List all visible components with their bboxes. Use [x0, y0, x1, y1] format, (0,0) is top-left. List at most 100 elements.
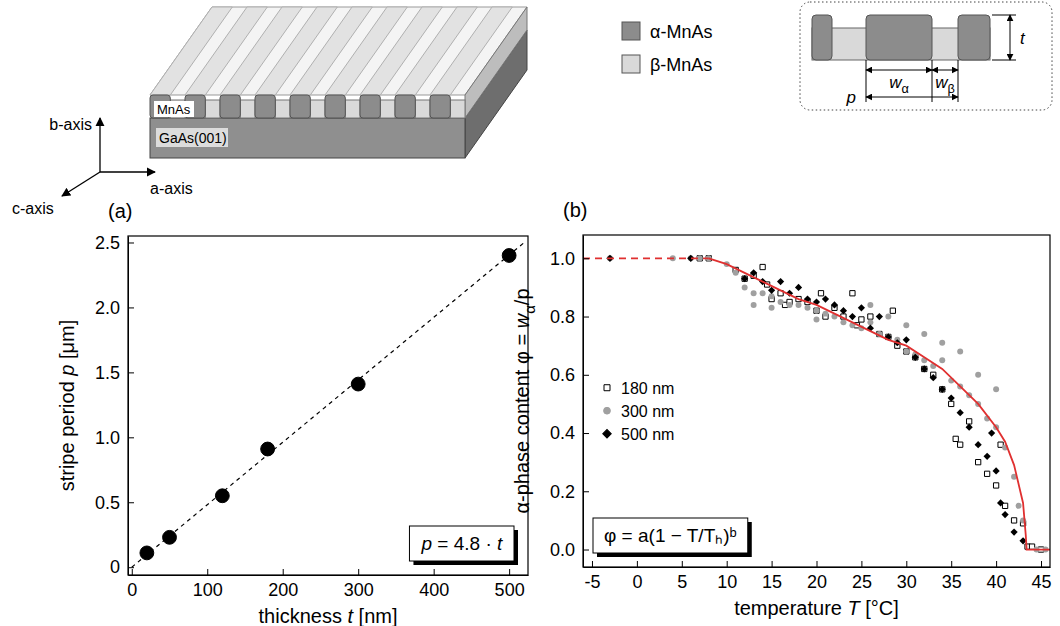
data-point	[215, 489, 229, 503]
substrate-front	[150, 118, 465, 158]
data-point	[984, 453, 991, 460]
data-point	[850, 291, 855, 296]
text-part: p	[56, 365, 78, 377]
inset: t wα wβ p	[800, 2, 1052, 110]
tick-mark	[727, 561, 728, 567]
data-point	[903, 322, 909, 328]
tick-mark	[583, 317, 589, 318]
annotation-text: φ = a(1 − T/Tₕ)ᵇ	[604, 525, 737, 546]
tick: 20	[807, 561, 827, 592]
tick-label: 40	[987, 572, 1007, 592]
data-point	[777, 278, 784, 285]
tick-mark	[637, 561, 638, 567]
tick-mark	[861, 561, 862, 567]
beta-front	[345, 100, 360, 118]
tick-label: 0	[127, 580, 137, 600]
annotation-box	[593, 518, 748, 553]
alpha-front	[220, 95, 240, 118]
beta-front	[380, 100, 395, 118]
dimension-arrow	[866, 70, 932, 71]
tick-label: 300	[344, 580, 374, 600]
tick-label: 20	[807, 572, 827, 592]
beta-front	[205, 100, 220, 118]
tick-label: 0.2	[550, 482, 575, 502]
data-point	[822, 311, 828, 317]
text-part: t	[497, 533, 503, 554]
data-point	[939, 357, 945, 363]
tick-label: 25	[852, 572, 872, 592]
tick-mark	[592, 561, 593, 567]
data-point	[818, 291, 823, 296]
text-part: /p	[511, 288, 533, 305]
tick: 200	[268, 569, 298, 600]
y-axis-title: stripe period p [μm]	[56, 320, 78, 492]
tick-mark	[817, 561, 818, 567]
data-point	[814, 316, 820, 322]
inset-label: wα	[889, 73, 909, 96]
tick-mark	[951, 561, 952, 567]
tick: 5	[677, 561, 687, 592]
tick: 0	[632, 561, 642, 592]
tick-mark	[509, 569, 510, 575]
text-part: temperature	[734, 597, 847, 619]
data-point	[975, 441, 982, 448]
data-point	[1001, 511, 1008, 518]
inset-label: wβ	[935, 73, 955, 96]
legend-label: β-MnAs	[650, 55, 712, 75]
data-point	[751, 290, 757, 296]
data-point	[840, 319, 846, 325]
tick-label: 5	[677, 572, 687, 592]
data-point	[948, 394, 955, 401]
data-point	[849, 313, 856, 320]
inset-label: t	[1020, 29, 1026, 48]
subscript: β	[947, 81, 954, 96]
beta-front	[275, 100, 290, 118]
alpha-front	[360, 95, 380, 118]
label-patch	[156, 128, 228, 147]
legend-marker	[604, 385, 610, 391]
data-point	[885, 314, 891, 320]
legend-swatch	[622, 22, 640, 40]
text-part: =	[437, 533, 453, 554]
data-point	[921, 365, 928, 372]
tick-mark	[583, 550, 589, 551]
tick: 30	[897, 561, 917, 592]
data-point	[769, 293, 775, 299]
data-point	[930, 374, 937, 381]
text-part: p	[420, 533, 432, 554]
subscript: α	[901, 81, 908, 96]
text-part: =	[511, 328, 533, 345]
data-point	[975, 372, 981, 378]
data-point	[993, 386, 999, 392]
data-point	[1016, 503, 1022, 509]
data-point	[769, 305, 775, 311]
data-point	[939, 340, 945, 346]
data-point	[903, 349, 909, 355]
inset-label: p	[846, 88, 856, 107]
text-part: ·	[485, 533, 497, 554]
data-point	[993, 467, 1000, 474]
alpha-front	[395, 95, 415, 118]
text-part: T/Tₕ)ᵇ	[687, 525, 737, 546]
data-point	[787, 302, 793, 308]
tick-mark	[583, 433, 589, 434]
beta-front	[415, 100, 430, 118]
tick-mark	[128, 567, 134, 568]
text-part: stripe	[56, 437, 78, 491]
data-point	[1010, 528, 1017, 535]
legend-label: 180 nm	[621, 380, 674, 397]
data-point	[890, 308, 895, 313]
plot-area	[583, 255, 1050, 553]
panel: 010020030040050000.51.01.52.02.5thicknes…	[56, 200, 529, 626]
tick-label: 15	[762, 572, 782, 592]
tick-mark	[434, 569, 435, 575]
fit-line	[709, 258, 1050, 549]
extension-line	[992, 60, 1016, 61]
tick-label: 400	[419, 580, 449, 600]
film-top	[150, 7, 527, 95]
tick-label: 1.5	[95, 363, 120, 383]
data-point	[814, 308, 820, 314]
tick-label: 0.8	[550, 307, 575, 327]
tick: 35	[942, 561, 962, 592]
panel-label: (b)	[563, 199, 587, 221]
